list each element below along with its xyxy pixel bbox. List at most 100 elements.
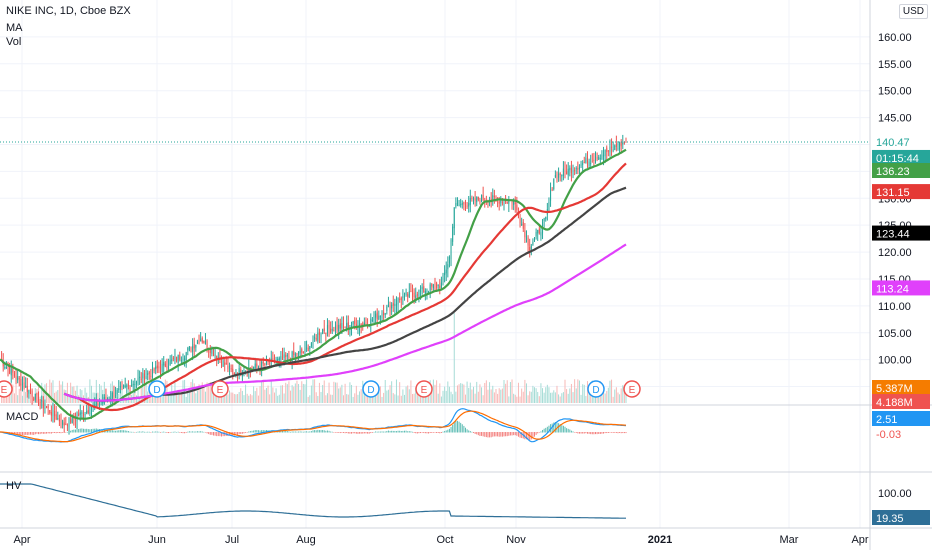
volume-bar (490, 389, 492, 403)
candle-body (464, 202, 466, 207)
macd-hist-bar (131, 431, 133, 433)
dividend-marker[interactable]: D (148, 380, 166, 398)
volume-indicator-label[interactable]: Vol (6, 36, 22, 48)
macd-hist-bar (517, 432, 519, 437)
volume-bar (487, 389, 489, 403)
volume-bar (357, 394, 359, 403)
volume-bar (609, 380, 611, 403)
volume-bar (606, 391, 608, 403)
candle-body (193, 344, 195, 349)
macd-hist-bar (582, 432, 584, 434)
volume-bar (137, 388, 139, 403)
volume-bar (392, 393, 394, 403)
dividend-marker[interactable]: D (587, 380, 605, 398)
macd-hist-bar (394, 430, 396, 433)
macd-hist-bar (493, 432, 495, 437)
hv-pane-label[interactable]: HV (6, 480, 22, 492)
volume-bar (558, 394, 560, 403)
volume-bar (272, 387, 274, 403)
candle-body (582, 163, 584, 165)
macd-hist-bar (603, 432, 605, 434)
candle-body (111, 393, 113, 399)
volume-bar (559, 396, 561, 403)
candle-body (29, 388, 31, 393)
macd-hist-bar (619, 432, 621, 433)
macd-hist-bar (219, 432, 221, 437)
candle-body (432, 284, 434, 288)
macd-hist-bar (360, 432, 362, 434)
macd-hist-bar (107, 429, 109, 433)
macd-hist-bar (87, 429, 89, 433)
volume-bar (203, 386, 205, 403)
volume-bar (625, 393, 627, 403)
volume-bar (264, 389, 266, 403)
macd-hist-bar (208, 432, 210, 435)
volume-bar (347, 394, 349, 403)
earnings-marker[interactable]: E (211, 380, 229, 398)
macd-hist-bar (257, 430, 259, 433)
candle-body (182, 358, 184, 360)
candle-body (212, 349, 214, 356)
ma-indicator-label[interactable]: MA (6, 22, 23, 34)
volume-bar (299, 389, 301, 403)
macd-hist-bar (386, 430, 388, 433)
candle-body (9, 366, 11, 374)
earnings-marker[interactable]: E (0, 380, 13, 398)
candle-body (500, 200, 502, 203)
volume-bar (403, 394, 405, 403)
volume-bar (283, 393, 285, 403)
candle-body (126, 385, 128, 387)
volume-bar (375, 393, 377, 403)
candle-body (192, 346, 194, 352)
event-circle (211, 380, 229, 398)
volume-bar (498, 388, 500, 403)
volume-bar (307, 396, 309, 403)
macd-hist-bar (620, 432, 622, 434)
volume-bar (482, 395, 484, 403)
currency-selector[interactable]: USD (898, 4, 928, 19)
macd-hist-bar (116, 430, 118, 433)
candle-body (257, 366, 259, 368)
macd-hist-bar (52, 432, 54, 433)
candle-body (559, 173, 561, 176)
candle-body (285, 355, 287, 357)
candle-body (354, 320, 356, 324)
volume-bar (397, 395, 399, 403)
volume-bar (548, 387, 550, 403)
last-price-badge: 140.47 (872, 133, 930, 149)
volume-bar (153, 396, 155, 403)
candle-body (253, 367, 255, 369)
candle-body (179, 354, 181, 360)
volume-bar (543, 392, 545, 403)
volume-bar (596, 392, 598, 403)
candle-body (158, 366, 160, 369)
last-price-badge-bg (872, 133, 930, 149)
volume-bar (246, 393, 248, 403)
candle-body (535, 231, 537, 237)
macd-hist-bar (296, 431, 298, 433)
macd-hist-bar (561, 425, 563, 433)
candle-body (346, 322, 348, 329)
macd-hist-bar (412, 431, 414, 433)
earnings-marker[interactable]: E (623, 380, 641, 398)
volume-bar (432, 379, 434, 403)
dividend-marker[interactable]: D (362, 380, 380, 398)
volume-bar (317, 395, 319, 403)
macd-hist-bar (227, 432, 229, 437)
macd-hist-bar (330, 431, 332, 433)
macd-hist-bar (359, 432, 361, 434)
macd-hist-bar (70, 430, 72, 433)
candle-body (296, 353, 298, 356)
candle-body (437, 284, 439, 287)
macd-hist-bar (595, 432, 597, 435)
macd-hist-bar (397, 430, 399, 433)
macd-hist-bar (306, 431, 308, 433)
volume-bar (90, 385, 92, 403)
candle-body (99, 403, 101, 405)
macd-pane-label[interactable]: MACD (6, 411, 39, 423)
candle-body (317, 332, 319, 342)
earnings-marker[interactable]: E (415, 380, 433, 398)
event-letter: E (1, 385, 8, 396)
volume-bar (569, 388, 571, 403)
